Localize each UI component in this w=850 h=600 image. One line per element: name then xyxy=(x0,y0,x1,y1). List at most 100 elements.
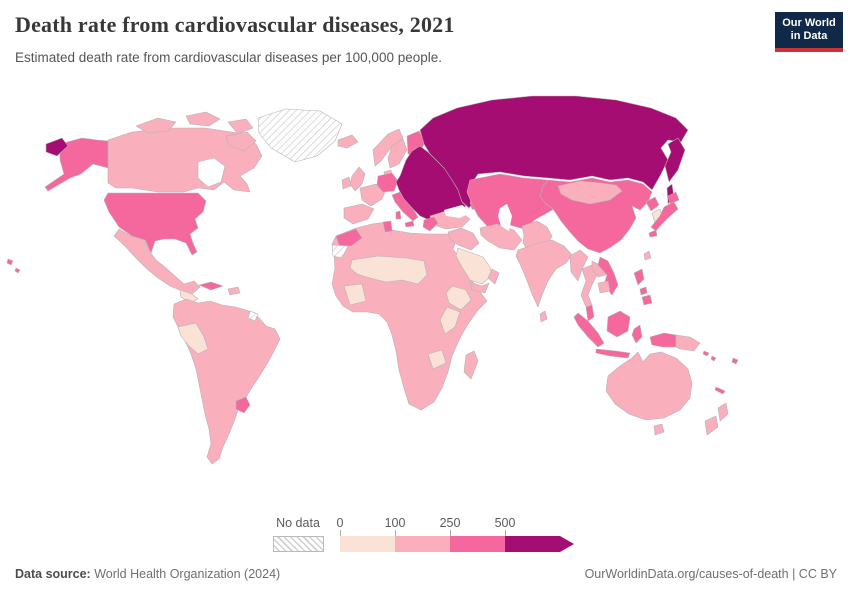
legend-no-data-swatch[interactable] xyxy=(273,536,324,552)
region-java[interactable] xyxy=(595,348,631,359)
region-canada[interactable] xyxy=(135,117,177,134)
region-ethiopia-east-africa[interactable] xyxy=(445,285,472,311)
legend-tick-label: 500 xyxy=(494,516,516,530)
region-mexico[interactable] xyxy=(113,228,201,295)
region-north-korea[interactable] xyxy=(645,196,660,212)
region-fiji[interactable] xyxy=(731,357,739,365)
data-source-text: World Health Organization (2024) xyxy=(90,567,281,581)
region-greece[interactable] xyxy=(422,216,439,232)
region-kazakhstan-central-asia[interactable] xyxy=(466,173,567,232)
region-solomon-islands[interactable] xyxy=(710,355,717,362)
region-russia[interactable] xyxy=(419,95,689,209)
region-india[interactable] xyxy=(515,239,573,308)
page-subtitle: Estimated death rate from cardiovascular… xyxy=(15,50,442,65)
region-iceland[interactable] xyxy=(337,134,359,149)
region-madagascar[interactable] xyxy=(463,350,479,380)
region-philippines[interactable] xyxy=(639,286,648,296)
region-cuba[interactable] xyxy=(198,281,224,291)
map-legend: No data 0 100 250 500 xyxy=(0,514,850,558)
owid-logo-line1: Our World xyxy=(782,17,836,29)
region-guatemala-honduras[interactable] xyxy=(179,289,199,304)
legend-color-bar xyxy=(340,536,574,552)
region-japan[interactable] xyxy=(648,229,658,238)
region-philippines[interactable] xyxy=(641,294,653,306)
legend-bin-250-500[interactable] xyxy=(450,536,505,552)
data-source-label: Data source: xyxy=(15,567,91,581)
region-vietnam[interactable] xyxy=(597,256,619,296)
world-map xyxy=(6,95,739,465)
region-united-states[interactable] xyxy=(6,258,14,266)
region-russia[interactable] xyxy=(664,137,686,183)
data-source-note: Data source: World Health Organization (… xyxy=(15,567,280,581)
region-peru[interactable] xyxy=(177,322,209,355)
region-germany-central-europe[interactable] xyxy=(376,172,399,193)
region-australia[interactable] xyxy=(605,351,693,421)
region-uruguay[interactable] xyxy=(235,396,251,414)
legend-bin-500+[interactable] xyxy=(505,536,560,552)
region-philippines[interactable] xyxy=(633,268,645,286)
region-united-states[interactable] xyxy=(103,192,207,256)
region-borneo[interactable] xyxy=(606,310,631,338)
region-canada[interactable] xyxy=(107,127,263,193)
region-iran[interactable] xyxy=(479,223,523,251)
region-hispaniola[interactable] xyxy=(227,286,241,296)
region-sweden[interactable] xyxy=(387,138,408,169)
legend-tick-mark xyxy=(450,530,451,536)
region-canada[interactable] xyxy=(185,111,221,127)
region-guinea-region[interactable] xyxy=(343,283,367,306)
region-greenland[interactable] xyxy=(257,108,343,163)
region-french-guiana[interactable] xyxy=(247,310,259,322)
region-russia[interactable] xyxy=(45,137,69,157)
legend-tick-mark xyxy=(340,530,341,536)
region-japan[interactable] xyxy=(650,201,679,232)
region-iberia[interactable] xyxy=(343,203,375,225)
region-new-zealand[interactable] xyxy=(704,415,719,436)
region-tasmania[interactable] xyxy=(653,423,665,436)
region-italy[interactable] xyxy=(404,220,415,228)
region-japan[interactable] xyxy=(667,191,680,205)
legend-tick-mark xyxy=(395,530,396,536)
attribution-link[interactable]: OurWorldinData.org/causes-of-death | CC … xyxy=(584,567,837,581)
region-sahel-belt[interactable] xyxy=(349,255,428,285)
legend-tick-label: 250 xyxy=(439,516,461,530)
region-new-zealand[interactable] xyxy=(717,402,729,422)
region-zambia[interactable] xyxy=(427,349,447,370)
region-western-sahara[interactable] xyxy=(331,244,349,259)
owid-logo-line2: in Data xyxy=(790,30,828,42)
region-south-america[interactable] xyxy=(172,298,281,465)
region-yemen[interactable] xyxy=(469,281,490,294)
region-cambodia[interactable] xyxy=(597,280,611,294)
owid-logo[interactable]: Our World in Data xyxy=(775,12,843,52)
region-malaysia[interactable] xyxy=(585,304,595,322)
region-france[interactable] xyxy=(359,183,387,207)
region-ireland[interactable] xyxy=(341,176,352,190)
region-canada[interactable] xyxy=(225,131,257,152)
region-oman[interactable] xyxy=(487,268,500,285)
region-eastern-europe[interactable] xyxy=(395,145,467,221)
region-italy[interactable] xyxy=(395,210,402,220)
legend-no-data-label: No data xyxy=(276,516,320,530)
region-mongolia[interactable] xyxy=(557,180,623,205)
region-new-caledonia[interactable] xyxy=(714,386,726,395)
legend-bin-0-100[interactable] xyxy=(340,536,395,552)
world-map-container xyxy=(0,88,850,508)
region-sulawesi[interactable] xyxy=(631,324,643,344)
region-sumatra[interactable] xyxy=(573,312,605,348)
region-saudi-arabia[interactable] xyxy=(455,247,493,285)
region-ethiopia-east-africa[interactable] xyxy=(439,306,461,335)
region-levant-iraq[interactable] xyxy=(447,227,480,251)
region-solomon-islands[interactable] xyxy=(702,350,710,357)
region-papua-new-guinea[interactable] xyxy=(675,334,701,352)
region-canada[interactable] xyxy=(227,118,254,135)
region-tunisia[interactable] xyxy=(382,220,393,233)
page-title: Death rate from cardiovascular diseases,… xyxy=(15,12,455,37)
region-taiwan[interactable] xyxy=(643,250,652,261)
region-caspian-sea xyxy=(498,204,512,231)
region-new-guinea-west[interactable] xyxy=(649,332,677,348)
region-black-sea xyxy=(444,205,472,218)
region-united-states[interactable] xyxy=(14,267,21,274)
region-sri-lanka[interactable] xyxy=(539,310,548,323)
legend-tick-label: 100 xyxy=(384,516,406,530)
legend-bin-100-250[interactable] xyxy=(395,536,450,552)
region-morocco[interactable] xyxy=(335,228,363,247)
